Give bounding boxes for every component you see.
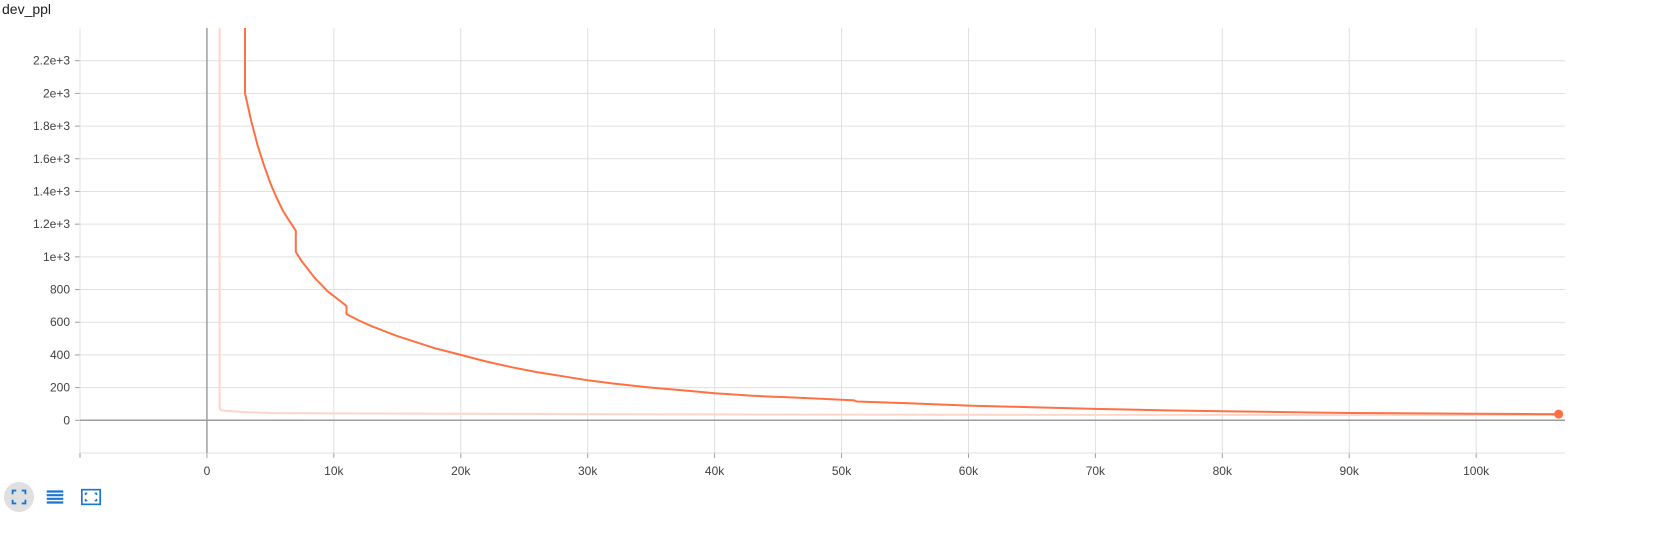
- y-tick-label: 600: [50, 315, 70, 329]
- y-tick-label: 800: [50, 283, 70, 297]
- y-tick-labels: 0 200 400 600 800 1e+3 1.2e+3 1.4e+3 1.6e+3 1.8e+…: [33, 54, 70, 428]
- y-tick-label: 1.2e+3: [33, 217, 70, 231]
- x-tick-label: 0: [204, 464, 211, 478]
- x-tick-label: 50k: [832, 464, 852, 478]
- y-tick-label: 1.6e+3: [33, 152, 70, 166]
- x-tick-label: 90k: [1340, 464, 1360, 478]
- x-tick-label: 30k: [578, 464, 598, 478]
- grid-lines: [75, 28, 1565, 458]
- raw-series-line: [218, 28, 1559, 417]
- y-tick-label: 400: [50, 348, 70, 362]
- x-tick-labels: 0 10k 20k 30k 40k 50k 60k 70k 80k 90k 100k: [204, 464, 1491, 478]
- axes: [79, 28, 1565, 454]
- y-tick-label: 1e+3: [43, 250, 70, 264]
- chart-title: dev_ppl: [2, 1, 52, 17]
- toggle-data-button[interactable]: [40, 482, 70, 512]
- y-tick-label: 1.8e+3: [33, 119, 70, 133]
- x-tick-label: 10k: [324, 464, 344, 478]
- x-tick-label: 40k: [705, 464, 725, 478]
- x-tick-label: 20k: [451, 464, 471, 478]
- list-icon: [46, 490, 64, 504]
- chart-toolbar: [4, 482, 106, 512]
- fullscreen-icon: [11, 489, 27, 505]
- x-tick-label: 100k: [1463, 464, 1490, 478]
- last-point-marker: [1554, 409, 1564, 419]
- y-tick-label: 200: [50, 381, 70, 395]
- y-tick-label: 2.2e+3: [33, 54, 70, 68]
- y-tick-label: 2e+3: [43, 86, 70, 100]
- y-tick-label: 0: [63, 413, 70, 427]
- fullscreen-button[interactable]: [4, 482, 34, 512]
- fit-domain-icon: [81, 488, 101, 506]
- series-lines: [218, 28, 1564, 419]
- x-tick-label: 60k: [959, 464, 979, 478]
- x-tick-label: 70k: [1086, 464, 1106, 478]
- y-tick-label: 1.4e+3: [33, 184, 70, 198]
- fit-domain-button[interactable]: [76, 482, 106, 512]
- x-tick-label: 80k: [1213, 464, 1233, 478]
- smoothed-series-line: [244, 28, 1559, 416]
